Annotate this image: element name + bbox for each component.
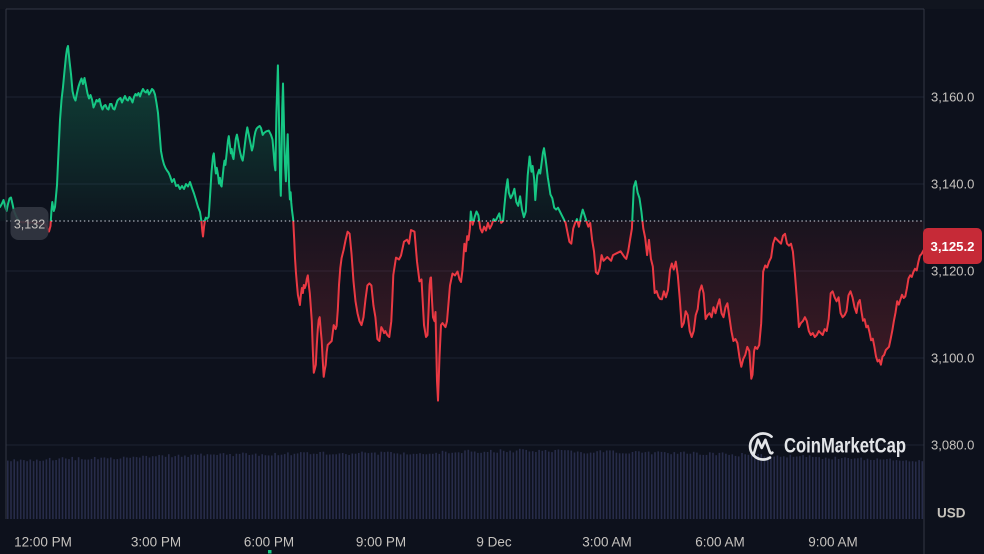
svg-text:CoinMarketCap: CoinMarketCap xyxy=(784,434,906,458)
svg-text:USD: USD xyxy=(937,506,966,521)
svg-text:3,160.0: 3,160.0 xyxy=(931,90,974,105)
svg-text:3,125.2: 3,125.2 xyxy=(931,239,975,254)
svg-text:3,120.0: 3,120.0 xyxy=(931,264,974,279)
svg-text:3,080.0: 3,080.0 xyxy=(931,438,974,453)
svg-text:3,132: 3,132 xyxy=(14,218,45,232)
svg-text:6:00 PM: 6:00 PM xyxy=(244,535,294,550)
svg-text:9:00 PM: 9:00 PM xyxy=(356,535,406,550)
svg-text:9 Dec: 9 Dec xyxy=(476,535,512,550)
svg-text:3:00 PM: 3:00 PM xyxy=(131,535,181,550)
svg-text:3:00 AM: 3:00 AM xyxy=(582,535,632,550)
svg-text:3,100.0: 3,100.0 xyxy=(931,351,974,366)
svg-text:6:00 AM: 6:00 AM xyxy=(695,535,745,550)
svg-text:9:00 AM: 9:00 AM xyxy=(808,535,858,550)
svg-text:3,140.0: 3,140.0 xyxy=(931,177,974,192)
svg-text:12:00 PM: 12:00 PM xyxy=(14,535,72,550)
